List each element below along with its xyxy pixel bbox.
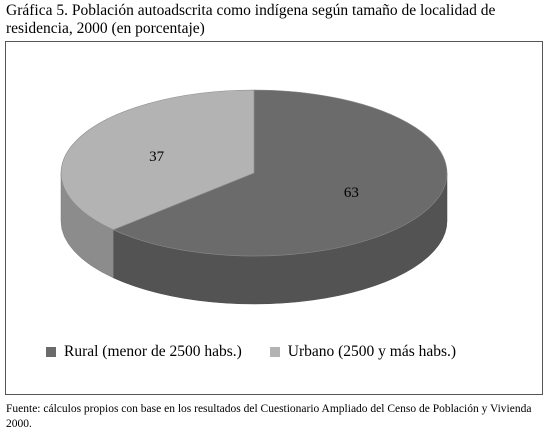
legend-item-rural: Rural (menor de 2500 habs.): [46, 343, 242, 361]
data-label-0: 63: [344, 185, 359, 201]
chart-legend: Rural (menor de 2500 habs.) Urbano (2500…: [46, 342, 484, 362]
legend-swatch-rural: [46, 347, 56, 357]
legend-label-rural: Rural (menor de 2500 habs.): [64, 343, 242, 360]
legend-label-urbano: Urbano (2500 y más habs.): [287, 343, 457, 360]
pie-slice-1: [60, 89, 255, 231]
legend-item-urbano: Urbano (2500 y más habs.): [269, 343, 457, 361]
source-note: Fuente: cálculos propios con base en los…: [6, 403, 532, 430]
chart-frame: 63 37 Rural (menor de 2500 habs.) Urbano …: [5, 41, 543, 395]
pie-chart: 63 37: [60, 89, 448, 305]
legend-swatch-urbano: [269, 347, 280, 357]
data-label-1: 37: [149, 149, 165, 165]
pie-slice-0: [112, 89, 448, 257]
chart-title: Gráfica 5. Población autoadscrita como i…: [6, 2, 496, 37]
